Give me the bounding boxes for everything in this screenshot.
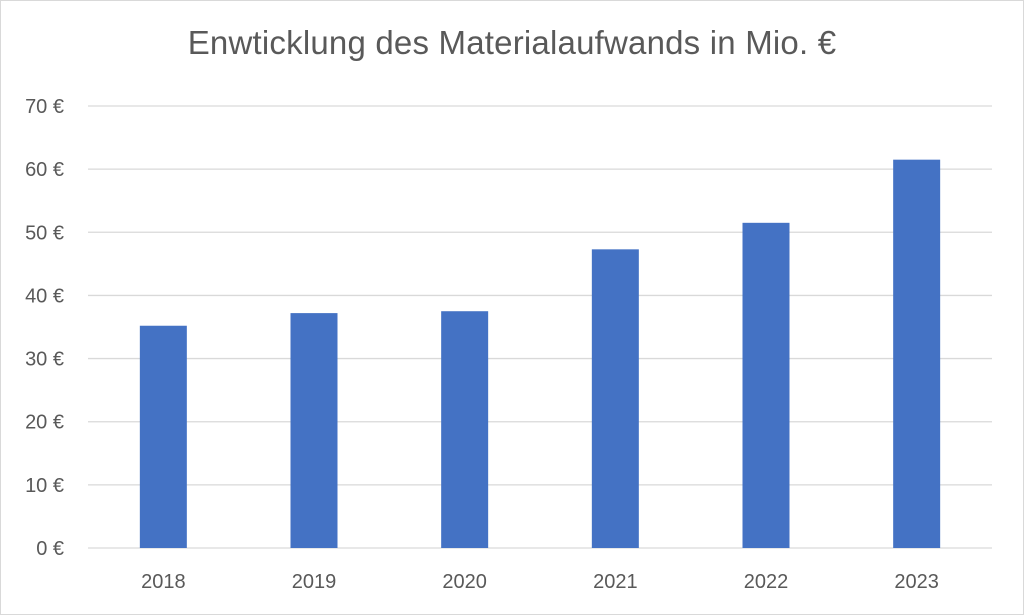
gridlines [88, 105, 992, 549]
chart-title: Enwticklung des Materialaufwands in Mio.… [187, 24, 837, 61]
y-tick-label: 30 € [25, 349, 64, 371]
x-axis-tick-labels: 2018 2019 2020 2021 2022 2023 [141, 571, 939, 593]
y-tick-label: 60 € [25, 159, 64, 181]
bar-2022 [742, 222, 790, 549]
x-tick-label: 2022 [744, 571, 789, 593]
y-axis-tick-labels: 0 € 10 € 20 € 30 € 40 € 50 € 60 € 70 € [25, 96, 64, 560]
bar-2019 [290, 313, 338, 548]
x-tick-label: 2019 [292, 571, 337, 593]
y-tick-label: 0 € [36, 538, 64, 560]
bars [139, 159, 941, 549]
y-tick-label: 40 € [25, 285, 64, 307]
x-tick-label: 2021 [593, 571, 638, 593]
x-tick-label: 2023 [894, 571, 939, 593]
y-tick-label: 10 € [25, 475, 64, 497]
y-tick-label: 20 € [25, 412, 64, 434]
y-tick-label: 70 € [25, 96, 64, 118]
bar-2020 [441, 311, 489, 548]
bar-2021 [591, 249, 639, 548]
x-tick-label: 2020 [442, 571, 487, 593]
bar-2018 [139, 325, 187, 548]
x-tick-label: 2018 [141, 571, 186, 593]
bar-2023 [893, 159, 941, 548]
y-tick-label: 50 € [25, 222, 64, 244]
